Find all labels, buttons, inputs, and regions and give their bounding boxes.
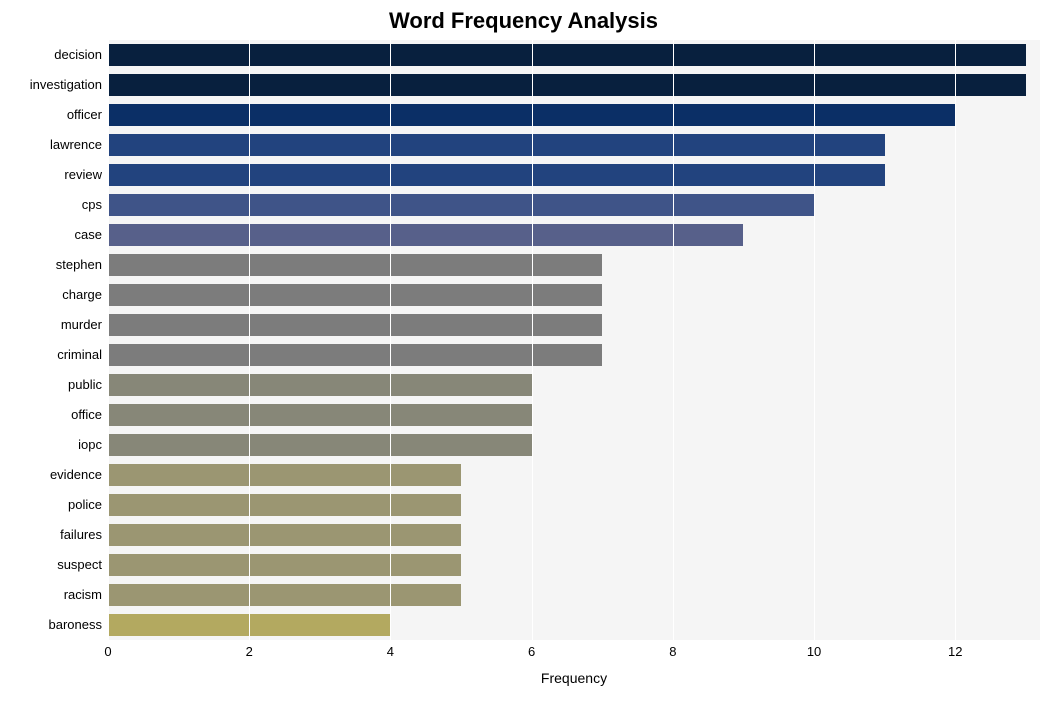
y-tick-label: review — [2, 164, 102, 186]
word-frequency-chart: Word Frequency Analysis decision investig… — [0, 0, 1047, 701]
bar — [108, 554, 461, 576]
y-tick-label: murder — [2, 314, 102, 336]
x-tick-label: 2 — [246, 644, 253, 659]
bar — [108, 464, 461, 486]
bar-row — [108, 254, 602, 276]
grid-line — [390, 40, 391, 640]
bar — [108, 404, 532, 426]
bar-row — [108, 434, 532, 456]
y-tick-label: case — [2, 224, 102, 246]
bar-row — [108, 524, 461, 546]
x-tick-label: 0 — [104, 644, 111, 659]
bar — [108, 314, 602, 336]
bar — [108, 434, 532, 456]
bar — [108, 194, 814, 216]
bar-row — [108, 554, 461, 576]
y-tick-label: stephen — [2, 254, 102, 276]
y-tick-label: charge — [2, 284, 102, 306]
bar-row — [108, 404, 532, 426]
x-tick-label: 8 — [669, 644, 676, 659]
y-tick-label: decision — [2, 44, 102, 66]
y-tick-label: evidence — [2, 464, 102, 486]
bar-row — [108, 344, 602, 366]
bars-container — [108, 40, 1040, 640]
y-tick-label: public — [2, 374, 102, 396]
bar-row — [108, 134, 885, 156]
bar-row — [108, 464, 461, 486]
bar-row — [108, 584, 461, 606]
bar — [108, 374, 532, 396]
bar — [108, 584, 461, 606]
bar-row — [108, 164, 885, 186]
bar — [108, 494, 461, 516]
x-tick-label: 12 — [948, 644, 962, 659]
y-tick-label: cps — [2, 194, 102, 216]
y-tick-label: officer — [2, 104, 102, 126]
bar-row — [108, 374, 532, 396]
bar-row — [108, 314, 602, 336]
y-tick-label: baroness — [2, 614, 102, 636]
bar — [108, 44, 1026, 66]
bar — [108, 134, 885, 156]
y-tick-label: iopc — [2, 434, 102, 456]
bar-row — [108, 284, 602, 306]
y-tick-label: suspect — [2, 554, 102, 576]
grid-line — [814, 40, 815, 640]
grid-line — [108, 40, 109, 640]
y-tick-label: investigation — [2, 74, 102, 96]
y-tick-label: office — [2, 404, 102, 426]
y-tick-label: racism — [2, 584, 102, 606]
bar — [108, 164, 885, 186]
plot-area — [108, 40, 1040, 640]
x-axis-label: Frequency — [108, 670, 1040, 686]
bar-row — [108, 224, 743, 246]
chart-title: Word Frequency Analysis — [0, 8, 1047, 34]
x-tick-label: 10 — [807, 644, 821, 659]
grid-line — [673, 40, 674, 640]
bar — [108, 74, 1026, 96]
bar-row — [108, 74, 1026, 96]
bar-row — [108, 44, 1026, 66]
x-tick-label: 4 — [387, 644, 394, 659]
y-tick-label: lawrence — [2, 134, 102, 156]
bar — [108, 524, 461, 546]
grid-line — [532, 40, 533, 640]
bar — [108, 224, 743, 246]
bar — [108, 344, 602, 366]
grid-line — [955, 40, 956, 640]
bar — [108, 254, 602, 276]
bar-row — [108, 194, 814, 216]
y-tick-label: police — [2, 494, 102, 516]
grid-line — [249, 40, 250, 640]
bar — [108, 284, 602, 306]
y-tick-label: criminal — [2, 344, 102, 366]
y-tick-label: failures — [2, 524, 102, 546]
bar-row — [108, 494, 461, 516]
x-tick-label: 6 — [528, 644, 535, 659]
